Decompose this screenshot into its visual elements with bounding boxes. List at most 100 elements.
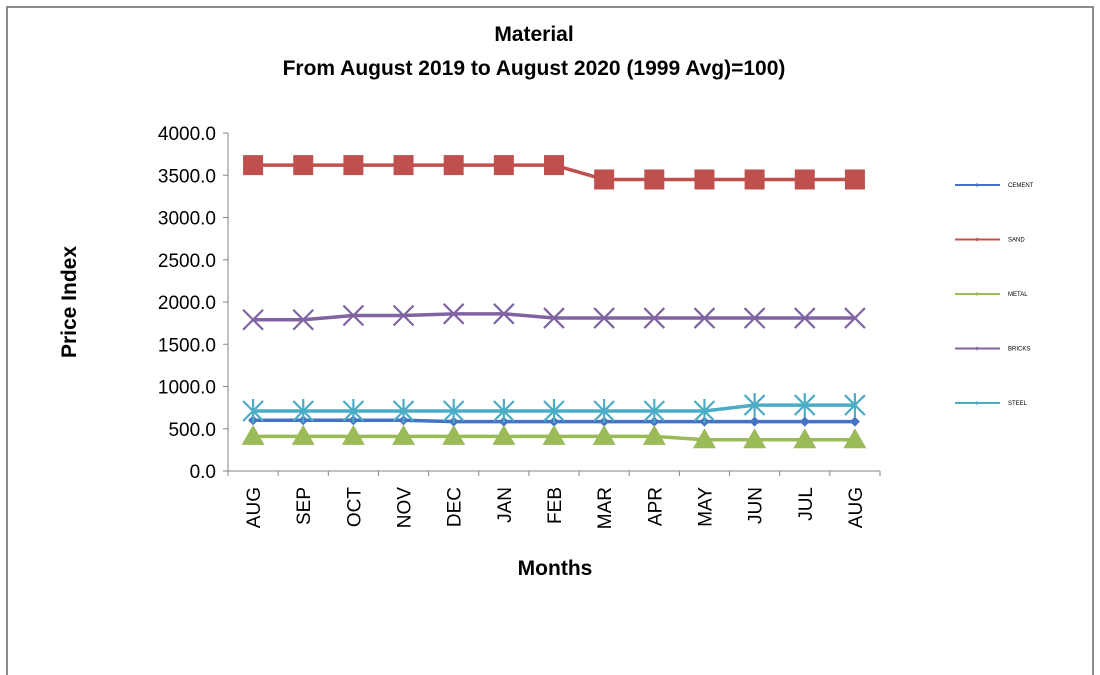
data-point-sand bbox=[694, 169, 715, 190]
x-tick-label: DEC bbox=[445, 487, 466, 527]
data-point-sand bbox=[844, 169, 865, 190]
data-point-sand bbox=[644, 169, 665, 190]
y-tick-label: 3000.0 bbox=[158, 209, 216, 230]
legend-swatch-marker bbox=[975, 401, 979, 405]
y-tick-label: 1500.0 bbox=[158, 335, 216, 356]
chart-title: Material bbox=[494, 23, 573, 46]
x-tick-label: MAY bbox=[695, 487, 716, 527]
data-point-bricks bbox=[593, 307, 615, 329]
data-point-steel bbox=[693, 399, 716, 424]
data-point-metal bbox=[291, 424, 315, 445]
legend-label: SAND bbox=[1008, 238, 1025, 244]
data-point-metal bbox=[341, 424, 365, 445]
data-point-metal bbox=[843, 428, 867, 449]
y-tick-label: 0.0 bbox=[190, 462, 216, 483]
legend-item-metal: METAL bbox=[955, 292, 1028, 298]
data-point-sand bbox=[443, 155, 464, 176]
data-point-sand bbox=[243, 155, 264, 176]
y-tick-label: 2000.0 bbox=[158, 293, 216, 314]
data-point-sand bbox=[293, 155, 314, 176]
y-tick-label: 2500.0 bbox=[158, 251, 216, 272]
data-point-metal bbox=[692, 428, 716, 449]
data-point-bricks bbox=[242, 308, 264, 331]
data-point-metal bbox=[542, 424, 566, 445]
data-point-bricks bbox=[793, 307, 816, 329]
x-tick-label: JAN bbox=[495, 487, 516, 523]
y-tick-label: 3500.0 bbox=[158, 166, 216, 187]
data-point-steel bbox=[844, 393, 866, 418]
data-point-steel bbox=[242, 399, 264, 424]
legend-item-cement: CEMENT bbox=[955, 183, 1034, 189]
data-point-steel bbox=[743, 393, 766, 418]
data-point-cement bbox=[749, 416, 760, 427]
data-point-steel bbox=[543, 399, 565, 424]
legend-item-bricks: BRICKS bbox=[955, 346, 1030, 353]
data-point-steel bbox=[392, 399, 415, 424]
data-point-metal bbox=[592, 424, 616, 445]
x-tick-labels: AUG SEP OCT NOV DEC JAN FEB MAR APR MAY JUN JUL AUG bbox=[227, 471, 881, 529]
data-point-sand bbox=[744, 169, 765, 190]
data-point-steel bbox=[643, 399, 666, 424]
data-point-bricks bbox=[643, 307, 666, 329]
data-point-metal bbox=[743, 428, 767, 449]
data-point-metal bbox=[392, 424, 416, 445]
x-tick-label: APR bbox=[645, 487, 666, 526]
data-point-steel bbox=[793, 393, 816, 418]
data-point-steel bbox=[593, 399, 615, 424]
data-point-cement bbox=[799, 416, 810, 427]
x-tick-label: MAR bbox=[595, 487, 616, 529]
data-point-sand bbox=[794, 169, 815, 190]
legend-label: STEEL bbox=[1008, 401, 1028, 407]
legend-swatch-marker bbox=[975, 292, 979, 296]
x-tick-label: AUG bbox=[244, 487, 265, 528]
chart-frame bbox=[6, 6, 1094, 675]
series-sand bbox=[243, 155, 865, 190]
data-point-bricks bbox=[392, 304, 415, 327]
data-point-bricks bbox=[292, 308, 315, 331]
y-tick-label: 500.0 bbox=[168, 420, 216, 441]
data-point-steel bbox=[442, 399, 465, 424]
data-point-bricks bbox=[493, 303, 515, 325]
chart-subtitle: From August 2019 to August 2020 (1999 Av… bbox=[283, 57, 786, 80]
data-point-sand bbox=[594, 169, 615, 190]
legend: CEMENT SAND METAL BRICKS STEEL bbox=[955, 183, 1034, 407]
x-tick-label: JUL bbox=[796, 487, 817, 521]
data-point-bricks bbox=[543, 307, 565, 329]
data-point-sand bbox=[393, 155, 414, 176]
legend-swatch-marker bbox=[975, 237, 979, 242]
y-axis-title: Price Index bbox=[58, 246, 81, 358]
data-point-bricks bbox=[442, 303, 465, 325]
data-point-sand bbox=[544, 155, 564, 176]
data-point-bricks bbox=[743, 307, 766, 329]
y-tick-labels: 0.0 500.0 1000.0 1500.0 2000.0 2500.0 3000.0 35… bbox=[158, 124, 228, 483]
data-point-sand bbox=[343, 155, 364, 176]
x-tick-label: FEB bbox=[545, 487, 566, 524]
data-point-metal bbox=[642, 424, 666, 445]
x-tick-label: JUN bbox=[746, 487, 767, 524]
series-steel bbox=[242, 393, 866, 424]
data-point-metal bbox=[442, 424, 466, 445]
x-tick-label: NOV bbox=[395, 487, 416, 529]
legend-label: CEMENT bbox=[1008, 183, 1034, 189]
series-bricks bbox=[242, 303, 866, 331]
data-point-metal bbox=[492, 424, 516, 445]
legend-item-steel: STEEL bbox=[955, 401, 1028, 407]
legend-label: BRICKS bbox=[1008, 347, 1030, 353]
series-metal bbox=[241, 424, 867, 449]
data-point-metal bbox=[793, 428, 817, 449]
data-point-steel bbox=[342, 399, 365, 424]
data-point-steel bbox=[493, 399, 515, 424]
legend-swatch-marker bbox=[975, 183, 979, 187]
x-tick-label: SEP bbox=[294, 487, 315, 525]
data-point-cement bbox=[849, 416, 860, 427]
y-tick-label: 1000.0 bbox=[158, 378, 216, 399]
data-point-sand bbox=[493, 155, 514, 176]
data-point-metal bbox=[241, 424, 265, 445]
series-group bbox=[241, 155, 867, 449]
x-tick-label: OCT bbox=[344, 487, 365, 528]
legend-swatch-marker bbox=[975, 346, 979, 351]
x-axis-title: Months bbox=[518, 557, 593, 580]
legend-label: METAL bbox=[1008, 292, 1028, 298]
data-point-bricks bbox=[342, 304, 365, 327]
